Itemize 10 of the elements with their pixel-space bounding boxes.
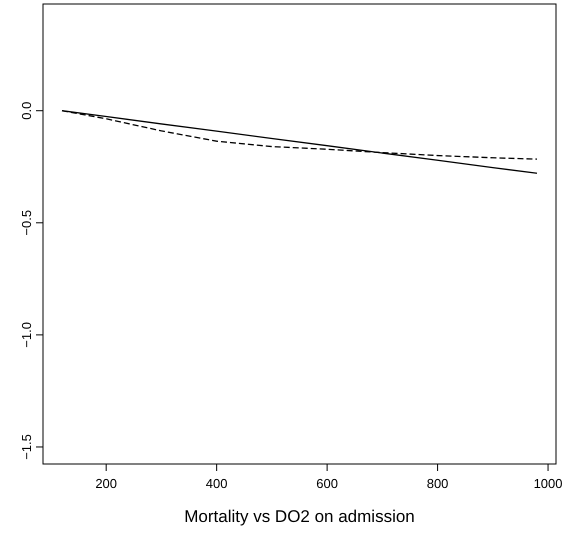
y-tick-label: −1.0 <box>19 322 34 348</box>
y-tick-label: −0.5 <box>19 210 34 236</box>
x-axis-title: Mortality vs DO2 on admission <box>184 507 415 526</box>
y-tick-label: 0.0 <box>19 102 34 120</box>
x-tick-label: 800 <box>426 476 448 491</box>
y-tick-label: −1.5 <box>19 434 34 460</box>
x-tick-label: 600 <box>316 476 338 491</box>
x-tick-label: 400 <box>206 476 228 491</box>
x-tick-label: 1000 <box>534 476 563 491</box>
x-tick-label: 200 <box>95 476 118 491</box>
